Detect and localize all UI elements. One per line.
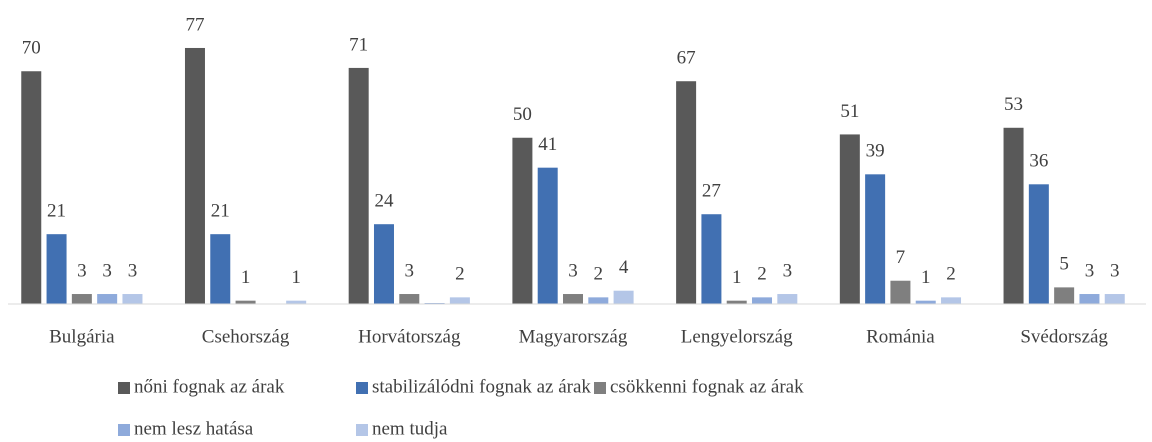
bar — [1028, 184, 1049, 304]
bar — [399, 294, 420, 304]
data-label: 2 — [594, 264, 604, 285]
bar — [21, 71, 42, 304]
data-label: 3 — [1110, 260, 1120, 281]
bar — [210, 234, 231, 304]
legend-swatch — [118, 382, 130, 394]
bar — [865, 174, 886, 304]
data-label: 1 — [732, 267, 742, 288]
bar — [286, 300, 307, 304]
legend-label: nem lesz hatása — [134, 418, 254, 439]
data-label: 21 — [211, 201, 230, 222]
data-label: 3 — [77, 260, 87, 281]
x-tick-label: Svédország — [1020, 326, 1108, 347]
data-label: 5 — [1059, 254, 1069, 275]
data-label: 50 — [513, 104, 532, 125]
bar — [701, 214, 722, 304]
data-label: 53 — [1004, 94, 1023, 115]
data-label: 24 — [374, 191, 394, 212]
bar — [563, 294, 583, 304]
data-label: 21 — [47, 201, 66, 222]
bar — [676, 81, 697, 304]
data-label: 51 — [840, 101, 859, 122]
bar — [97, 294, 118, 304]
data-label: 3 — [1085, 260, 1095, 281]
bar — [46, 234, 67, 304]
data-label: 1 — [291, 267, 301, 288]
bar — [726, 300, 747, 304]
data-label: 39 — [866, 141, 885, 162]
data-label: 2 — [946, 264, 956, 285]
data-label: 3 — [568, 260, 578, 281]
legend-label: nőni fognak az árak — [134, 376, 285, 397]
bar — [752, 297, 773, 304]
bar — [777, 294, 798, 304]
data-label: 41 — [538, 134, 557, 155]
data-label: 1 — [241, 267, 251, 288]
bar — [512, 137, 533, 304]
legend-swatch — [118, 424, 130, 436]
bar — [449, 297, 470, 304]
bar — [348, 67, 369, 304]
bar — [122, 294, 143, 304]
bar — [1054, 287, 1075, 304]
data-label: 3 — [128, 260, 138, 281]
data-label: 70 — [22, 38, 41, 59]
x-tick-label: Bulgária — [49, 326, 115, 347]
bar — [373, 224, 394, 304]
legend-label: nem tudja — [372, 418, 448, 439]
data-label: 27 — [702, 181, 721, 202]
bar — [915, 300, 936, 304]
data-label: 36 — [1029, 151, 1048, 172]
x-tick-label: Lengyelország — [681, 326, 793, 347]
data-label: 2 — [455, 264, 465, 285]
bar — [184, 47, 205, 304]
bar — [235, 300, 256, 304]
bar — [1079, 294, 1100, 304]
bar — [839, 134, 860, 304]
x-tick-label: Csehország — [202, 326, 290, 347]
bar — [1003, 127, 1024, 305]
bar — [71, 294, 92, 304]
data-label: 3 — [783, 260, 793, 281]
data-label: 7 — [896, 247, 906, 268]
legend-label: stabilizálódni fognak az árak — [372, 376, 591, 397]
x-tick-label: Magyarország — [519, 326, 628, 347]
legend-swatch — [356, 382, 368, 394]
data-label: 4 — [619, 257, 629, 278]
legend-label: csökkenni fognak az árak — [610, 376, 804, 397]
bar — [537, 167, 558, 304]
data-label: 67 — [677, 48, 696, 69]
data-label: 77 — [185, 14, 204, 35]
bar — [941, 297, 962, 304]
x-tick-label: Horvátország — [358, 326, 461, 347]
data-label: 3 — [405, 260, 415, 281]
bar — [890, 280, 911, 304]
bar — [588, 297, 609, 304]
data-label: 1 — [921, 267, 931, 288]
data-label: 3 — [102, 260, 112, 281]
bar — [613, 290, 634, 304]
legend-swatch — [594, 382, 606, 394]
bar — [1104, 294, 1125, 304]
x-tick-label: Románia — [866, 326, 935, 347]
legend-swatch — [356, 424, 368, 436]
data-label: 2 — [757, 264, 767, 285]
data-label: 71 — [349, 34, 368, 55]
